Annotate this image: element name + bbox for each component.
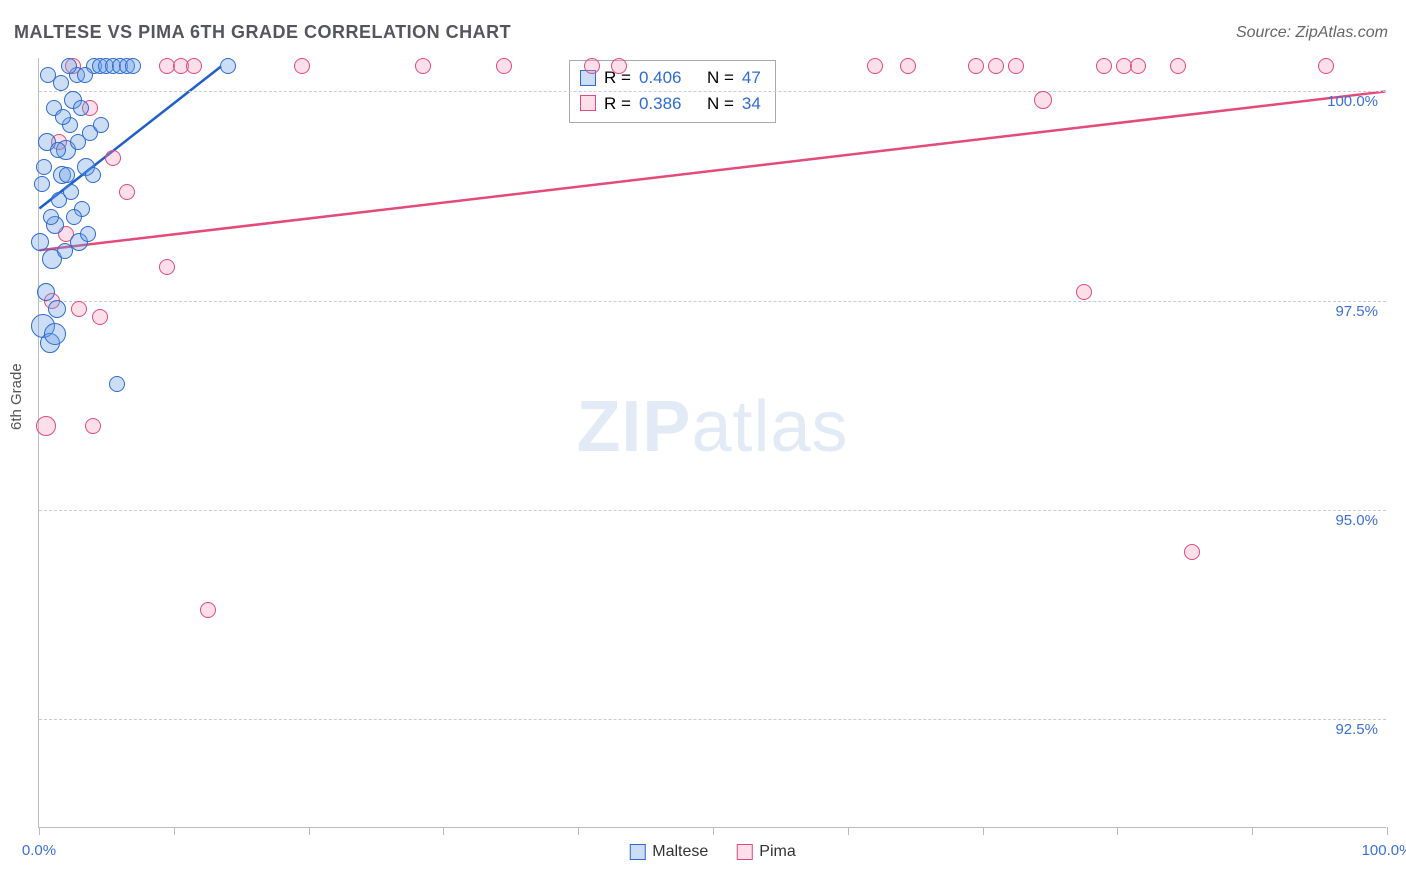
maltese-marker (80, 226, 96, 242)
trendlines-layer (39, 58, 1386, 827)
watermark: ZIPatlas (576, 386, 848, 468)
maltese-marker (44, 323, 66, 345)
pima-marker (119, 184, 135, 200)
maltese-marker (70, 134, 86, 150)
chart-container: MALTESE VS PIMA 6TH GRADE CORRELATION CH… (0, 0, 1406, 892)
pima-marker (1034, 91, 1052, 109)
maltese-marker (57, 243, 73, 259)
pima-marker (584, 58, 600, 74)
gridline (39, 719, 1386, 720)
pima-marker (988, 58, 1004, 74)
maltese-marker (61, 58, 77, 74)
maltese-marker (109, 376, 125, 392)
pima-marker (71, 301, 87, 317)
pima-marker (496, 58, 512, 74)
y-axis-label: 6th Grade (8, 363, 25, 430)
y-tick-label: 100.0% (1327, 93, 1378, 110)
maltese-marker (55, 109, 71, 125)
pima-marker (867, 58, 883, 74)
gridline (39, 91, 1386, 92)
maltese-marker (63, 184, 79, 200)
pima-marker (159, 259, 175, 275)
pima-marker (1184, 544, 1200, 560)
maltese-marker (73, 100, 89, 116)
swatch-pima-icon (580, 95, 596, 111)
pima-marker (294, 58, 310, 74)
x-tick-label: 0.0% (22, 842, 56, 859)
maltese-n-value: 47 (742, 65, 761, 91)
gridline (39, 510, 1386, 511)
maltese-marker (34, 176, 50, 192)
x-tick (713, 827, 714, 835)
maltese-marker (43, 209, 59, 225)
pima-marker (611, 58, 627, 74)
maltese-marker (77, 67, 93, 83)
x-tick (174, 827, 175, 835)
maltese-marker (50, 142, 66, 158)
maltese-marker (85, 167, 101, 183)
pima-marker (186, 58, 202, 74)
source-attribution: Source: ZipAtlas.com (1236, 24, 1388, 42)
maltese-r-value: 0.406 (639, 65, 682, 91)
maltese-marker (31, 233, 49, 251)
x-tick (39, 827, 40, 835)
y-tick-label: 92.5% (1335, 721, 1378, 738)
x-tick (309, 827, 310, 835)
legend: Maltese Pima (629, 843, 795, 861)
pima-marker (1096, 58, 1112, 74)
maltese-marker (40, 67, 56, 83)
stats-row-maltese: R = 0.406 N = 47 (580, 65, 761, 91)
maltese-marker (36, 159, 52, 175)
x-tick (983, 827, 984, 835)
maltese-marker (220, 58, 236, 74)
legend-item-maltese: Maltese (629, 843, 708, 861)
maltese-marker (125, 58, 141, 74)
pima-marker (1008, 58, 1024, 74)
pima-n-value: 34 (742, 91, 761, 117)
maltese-marker (59, 167, 75, 183)
pima-marker (1076, 284, 1092, 300)
x-tick (1387, 827, 1388, 835)
pima-marker (200, 602, 216, 618)
maltese-marker (93, 117, 109, 133)
maltese-marker (48, 300, 66, 318)
gridline (39, 301, 1386, 302)
chart-title: MALTESE VS PIMA 6TH GRADE CORRELATION CH… (14, 22, 511, 43)
pima-marker (105, 150, 121, 166)
pima-marker (36, 416, 56, 436)
stats-row-pima: R = 0.386 N = 34 (580, 91, 761, 117)
legend-item-pima: Pima (736, 843, 795, 861)
x-tick (578, 827, 579, 835)
y-tick-label: 97.5% (1335, 303, 1378, 320)
maltese-marker (37, 283, 55, 301)
y-tick-label: 95.0% (1335, 512, 1378, 529)
pima-marker (1130, 58, 1146, 74)
legend-swatch-maltese-icon (629, 844, 645, 860)
x-tick (1252, 827, 1253, 835)
pima-marker (92, 309, 108, 325)
pima-marker (900, 58, 916, 74)
pima-marker (968, 58, 984, 74)
pima-marker (1318, 58, 1334, 74)
x-tick (848, 827, 849, 835)
plot-area: ZIPatlas R = 0.406 N = 47 R = 0.386 N = … (38, 58, 1386, 828)
x-tick (443, 827, 444, 835)
pima-marker (85, 418, 101, 434)
legend-swatch-pima-icon (736, 844, 752, 860)
pima-marker (415, 58, 431, 74)
maltese-marker (66, 209, 82, 225)
pima-marker (1170, 58, 1186, 74)
x-tick (1117, 827, 1118, 835)
x-tick-label: 100.0% (1362, 842, 1406, 859)
pima-r-value: 0.386 (639, 91, 682, 117)
